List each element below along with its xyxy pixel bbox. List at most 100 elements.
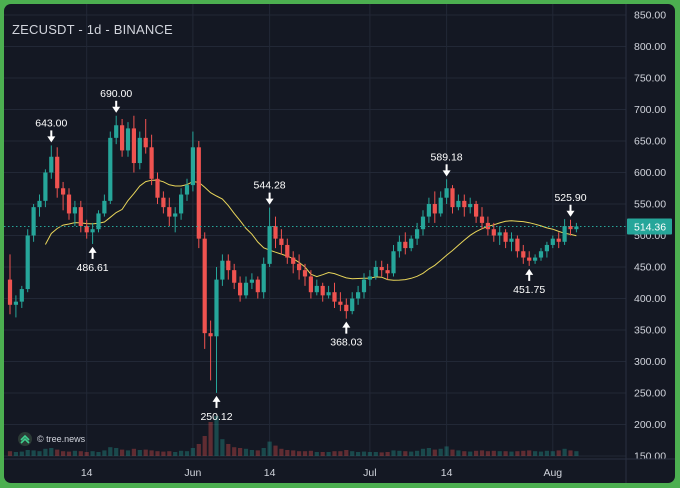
watermark: © tree.news bbox=[18, 432, 85, 446]
candle-body bbox=[90, 229, 95, 233]
y-tick-label: 350.00 bbox=[634, 325, 666, 337]
volume-bar bbox=[521, 450, 526, 456]
candle-body bbox=[332, 292, 337, 302]
candlestick-chart[interactable]: 850.00 800.00 750.00 700.00 650.00 600.00 550.… bbox=[4, 4, 675, 483]
volume-bar bbox=[125, 450, 131, 456]
up-arrow-icon bbox=[88, 246, 97, 253]
candle-body bbox=[403, 241, 408, 249]
y-tick-label: 200.00 bbox=[634, 419, 666, 431]
candle-body bbox=[125, 128, 131, 151]
candle-body bbox=[385, 270, 390, 274]
price-annotation: 544.28 bbox=[254, 180, 286, 205]
price-annotation: 690.00 bbox=[100, 88, 132, 113]
volume-bar bbox=[243, 448, 249, 456]
volume-bar bbox=[114, 448, 119, 456]
candle-body bbox=[131, 128, 136, 164]
candle-body bbox=[474, 204, 479, 217]
volume-bar bbox=[7, 451, 13, 456]
volume-bar bbox=[468, 451, 473, 456]
candle-body bbox=[562, 226, 567, 242]
last-price-badge bbox=[627, 218, 672, 235]
volume-bar bbox=[356, 452, 361, 456]
volume-bar bbox=[96, 452, 101, 456]
arrow-shaft bbox=[268, 192, 271, 200]
candle-body bbox=[456, 200, 461, 208]
volume-bar bbox=[155, 451, 160, 456]
volume-bar bbox=[208, 422, 213, 456]
candle-body bbox=[485, 222, 490, 230]
candle-body bbox=[350, 298, 355, 312]
candle-body bbox=[568, 226, 573, 230]
volume-bar bbox=[338, 451, 343, 456]
y-tick-label: 250.00 bbox=[634, 388, 666, 400]
volume-bar bbox=[544, 450, 549, 456]
candle-body bbox=[527, 257, 532, 261]
volume-bar bbox=[373, 452, 378, 456]
volume-bar bbox=[556, 450, 561, 456]
volume-bar bbox=[108, 447, 113, 456]
candle-body bbox=[538, 251, 544, 258]
candle-body bbox=[43, 172, 48, 201]
candle-body bbox=[184, 185, 190, 195]
moving-average-line bbox=[44, 179, 577, 281]
price-annotation: 525.90 bbox=[554, 192, 587, 217]
candle-body bbox=[314, 285, 319, 293]
arrow-shaft bbox=[345, 326, 348, 334]
candle-body bbox=[509, 238, 514, 242]
volume-bar bbox=[420, 448, 426, 456]
candle-body bbox=[7, 279, 13, 305]
down-arrow-icon bbox=[566, 210, 575, 217]
annotation-label: 368.03 bbox=[330, 337, 362, 349]
volume-bar bbox=[344, 450, 349, 456]
volume-bar bbox=[149, 450, 154, 456]
arrow-shaft bbox=[528, 273, 531, 281]
volume-bar bbox=[550, 451, 555, 456]
volume-bar bbox=[361, 451, 367, 456]
y-tick-label: 750.00 bbox=[634, 73, 666, 85]
candle-body bbox=[108, 137, 113, 201]
candle-body bbox=[173, 213, 178, 217]
price-annotation: 250.12 bbox=[200, 395, 233, 423]
annotation-label: 544.28 bbox=[254, 180, 286, 192]
volume-bar bbox=[167, 451, 172, 456]
candle-body bbox=[149, 147, 154, 179]
volume-bar bbox=[72, 450, 77, 456]
volume-bar bbox=[66, 451, 72, 456]
candle-body bbox=[96, 213, 101, 230]
volume-bar bbox=[391, 450, 396, 456]
x-tick-label: 14 bbox=[81, 467, 93, 479]
candle-body bbox=[279, 238, 284, 245]
volume-bar bbox=[291, 450, 296, 456]
candle-body bbox=[137, 137, 142, 164]
volume-bar bbox=[78, 451, 83, 456]
up-arrow-icon bbox=[525, 268, 534, 275]
volume-bar bbox=[497, 451, 502, 456]
candle-body bbox=[391, 251, 396, 274]
candle-body bbox=[114, 125, 119, 138]
volume-bar bbox=[84, 452, 89, 456]
volume-bar bbox=[409, 451, 414, 456]
volume-bar bbox=[314, 452, 319, 456]
candle-body bbox=[497, 232, 502, 236]
candle-body bbox=[297, 263, 302, 271]
candle-body bbox=[397, 241, 402, 252]
candle-body bbox=[232, 270, 237, 283]
volume-bar bbox=[320, 452, 325, 456]
price-annotation: 486.61 bbox=[77, 246, 109, 274]
arrow-shaft bbox=[445, 164, 448, 172]
candle-body bbox=[361, 279, 367, 293]
down-arrow-icon bbox=[47, 136, 56, 143]
annotation-label: 525.90 bbox=[554, 192, 586, 204]
candle-body bbox=[78, 207, 83, 227]
candle-body bbox=[432, 204, 437, 214]
volume-bar bbox=[574, 451, 579, 456]
volume-bar bbox=[403, 451, 408, 456]
volume-bar bbox=[202, 436, 207, 456]
candle-body bbox=[220, 260, 225, 280]
volume-bar bbox=[19, 451, 24, 456]
volume-bar bbox=[255, 450, 260, 456]
volume-bar bbox=[533, 451, 538, 456]
volume-bar bbox=[285, 450, 290, 456]
candle-body bbox=[521, 251, 526, 258]
volume-bar bbox=[308, 450, 313, 456]
